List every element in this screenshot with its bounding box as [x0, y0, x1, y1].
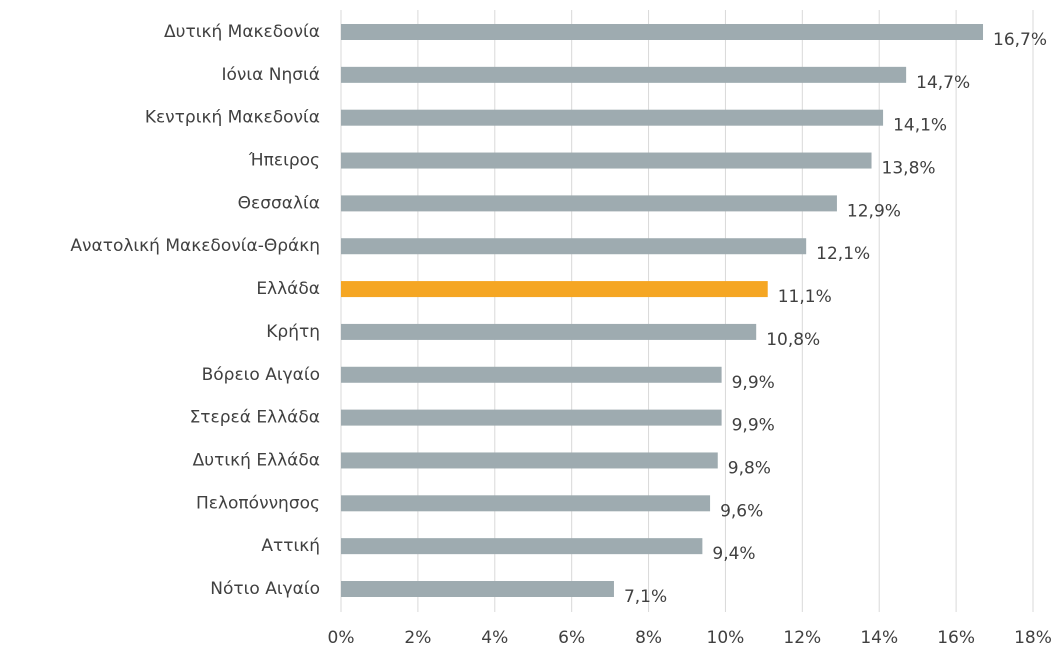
bar [341, 366, 722, 383]
x-tick-label: 2% [404, 628, 431, 648]
value-label: 14,1% [893, 116, 947, 136]
value-label: 9,8% [728, 458, 771, 478]
bar [341, 409, 722, 426]
bar [341, 152, 872, 169]
value-label: 9,9% [732, 373, 775, 393]
category-label: Βόρειο Αιγαίο [202, 365, 320, 385]
bar [341, 24, 984, 40]
x-tick-label: 6% [558, 628, 585, 648]
category-label: Κεντρική Μακεδονία [145, 108, 320, 128]
category-label: Ήπειρος [248, 151, 320, 171]
category-label: Δυτική Μακεδονία [164, 22, 320, 42]
value-label: 16,7% [993, 30, 1047, 50]
bar [341, 538, 703, 555]
category-label: Ελλάδα [256, 279, 320, 299]
bar [341, 66, 907, 83]
x-tick-label: 0% [328, 628, 355, 648]
x-tick-label: 8% [635, 628, 662, 648]
bar [341, 323, 757, 340]
x-tick-label: 18% [1014, 628, 1052, 648]
bar [341, 109, 884, 126]
value-label: 7,1% [624, 587, 667, 607]
bar [341, 281, 768, 298]
bar [341, 495, 711, 512]
value-label: 9,9% [732, 416, 775, 436]
value-label: 13,8% [882, 159, 936, 179]
category-label: Ιόνια Νησιά [222, 65, 321, 85]
x-tick-label: 14% [860, 628, 898, 648]
bar [341, 452, 718, 469]
category-label: Θεσσαλία [238, 193, 320, 213]
category-label: Στερεά Ελλάδα [190, 408, 320, 428]
value-label: 9,4% [712, 544, 755, 564]
category-label: Δυτική Ελλάδα [193, 450, 320, 470]
x-tick-label: 16% [937, 628, 975, 648]
bar [341, 195, 837, 212]
x-tick-label: 10% [707, 628, 745, 648]
value-label: 11,1% [778, 287, 832, 307]
bar [341, 581, 614, 597]
category-label: Πελοπόννησος [196, 493, 320, 513]
category-label: Κρήτη [266, 322, 320, 342]
value-label: 9,6% [720, 501, 763, 521]
value-label: 12,1% [816, 244, 870, 264]
category-label: Νότιο Αιγαίο [210, 579, 320, 599]
value-label: 10,8% [766, 330, 820, 350]
bar [341, 238, 807, 255]
x-tick-label: 4% [481, 628, 508, 648]
value-label: 12,9% [847, 201, 901, 221]
category-label: Ανατολική Μακεδονία-Θράκη [70, 236, 320, 256]
category-label: Αττική [261, 536, 320, 556]
value-label: 14,7% [916, 73, 970, 93]
x-tick-label: 12% [783, 628, 821, 648]
